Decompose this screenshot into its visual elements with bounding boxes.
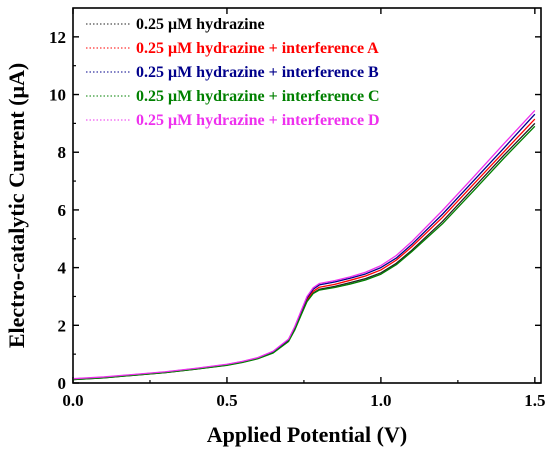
plot-area-border bbox=[72, 7, 542, 384]
y-axis-title: Electro-catalytic Current (μA) bbox=[4, 63, 29, 348]
y-tick-label: 0 bbox=[58, 374, 67, 393]
y-tick-label: 10 bbox=[49, 86, 66, 105]
y-tick-label: 12 bbox=[49, 28, 66, 47]
x-tick-label: 0.5 bbox=[216, 391, 237, 410]
x-axis-title: Applied Potential (V) bbox=[207, 422, 407, 447]
x-tick-label: 1.0 bbox=[370, 391, 391, 410]
y-tick-label: 8 bbox=[58, 143, 67, 162]
series-line-1 bbox=[72, 118, 536, 380]
y-tick-label: 4 bbox=[58, 259, 67, 278]
legend-label-4: 0.25 μM hydrazine + interference D bbox=[136, 112, 380, 129]
series-line-3 bbox=[72, 125, 536, 381]
series-line-2 bbox=[72, 113, 536, 380]
y-tick-label: 2 bbox=[58, 316, 67, 335]
legend-label-3: 0.25 μM hydrazine + interference C bbox=[136, 88, 380, 105]
legend-label-1: 0.25 μM hydrazine + interference A bbox=[136, 40, 379, 57]
series-line-4 bbox=[72, 109, 536, 380]
x-tick-label: 0.0 bbox=[62, 391, 83, 410]
legend-label-2: 0.25 μM hydrazine + interference B bbox=[136, 64, 379, 81]
legend-label-0: 0.25 μM hydrazine bbox=[136, 16, 265, 33]
y-tick-label: 6 bbox=[58, 201, 67, 220]
x-tick-label: 1.5 bbox=[524, 391, 545, 410]
series-line-0 bbox=[72, 122, 536, 381]
